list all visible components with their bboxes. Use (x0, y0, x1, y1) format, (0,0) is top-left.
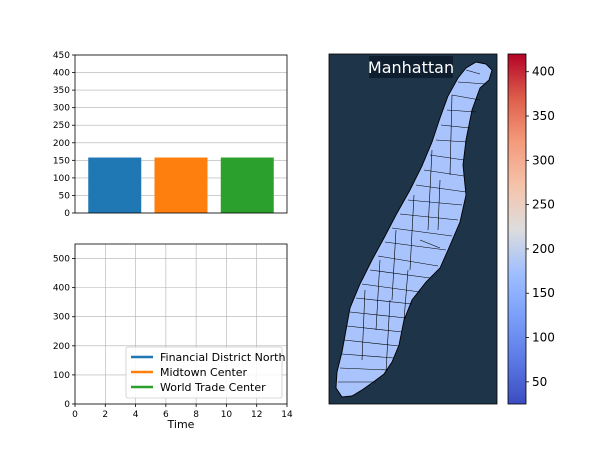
line-x-tick-label: 10 (221, 410, 233, 420)
colorbar-ticks: 50 100 150 200 250 300 350 400 (526, 65, 555, 389)
neighborhood-boundaries (338, 69, 487, 383)
line-x-tick-label: 8 (193, 410, 199, 420)
line-y-tick-label: 500 (53, 255, 70, 265)
colorbar-tick-label: 300 (532, 153, 555, 167)
manhattan-map: Manhattan (328, 53, 498, 405)
bar-y-tick-label: 450 (53, 51, 70, 61)
bar-y-tick-label: 300 (53, 104, 70, 114)
line-y-tick-label: 100 (53, 371, 70, 381)
map-title-background (369, 56, 453, 78)
line-x-tick-label: 14 (281, 410, 293, 420)
colorbar-tick-label: 400 (532, 65, 555, 79)
line-x-tick-label: 0 (72, 410, 78, 420)
line-x-tick-label: 12 (251, 410, 262, 420)
colorbar: 50 100 150 200 250 300 350 400 (507, 53, 555, 405)
line-y-ticks: 0 100 200 300 400 500 (53, 255, 75, 410)
line-x-tick-label: 2 (102, 410, 108, 420)
bar-y-ticks: 0 50 100 150 200 250 300 350 400 450 (53, 51, 75, 219)
line-x-ticks: 0 2 4 6 8 10 12 14 (72, 404, 293, 420)
line-y-tick-label: 300 (53, 313, 70, 323)
line-y-tick-label: 200 (53, 342, 70, 352)
bar-y-tick-label: 400 (53, 69, 70, 79)
bar (154, 157, 208, 213)
legend-box (125, 346, 283, 399)
bar-axes-frame (74, 54, 288, 214)
line-y-tick-label: 0 (64, 400, 70, 410)
line-chart: 0 100 200 300 400 500 0 2 4 6 8 10 12 14 Time Financ… (53, 243, 293, 431)
legend-label: Financial District North (160, 351, 285, 364)
manhattan-island-shape (335, 61, 493, 398)
bar-y-tick-label: 350 (53, 86, 70, 96)
colorbar-tick-label: 150 (532, 286, 555, 300)
bar-y-tick-label: 150 (53, 156, 70, 166)
line-x-tick-label: 4 (133, 410, 139, 420)
line-y-tick-label: 400 (53, 284, 70, 294)
legend-label: Midtown Center (160, 366, 248, 379)
line-axes-frame (74, 243, 288, 405)
bar-y-tick-label: 200 (53, 139, 70, 149)
colorbar-tick-label: 50 (532, 375, 547, 389)
bar-chart: 0 50 100 150 200 250 300 350 400 450 (53, 51, 288, 219)
bar-y-tick-label: 50 (59, 191, 71, 201)
colorbar-tick-label: 200 (532, 242, 555, 256)
bar (220, 157, 274, 213)
bar-marks (88, 157, 274, 213)
colorbar-tick-label: 350 (532, 109, 555, 123)
line-x-tick-label: 6 (163, 410, 169, 420)
map-title: Manhattan (368, 58, 454, 77)
bar (88, 157, 142, 213)
bar-y-tick-label: 0 (64, 209, 70, 219)
colorbar-gradient (507, 53, 527, 405)
legend: Financial District North Midtown Center … (125, 346, 285, 399)
bar-y-tick-label: 250 (53, 121, 70, 131)
line-x-axis-label: Time (167, 418, 195, 431)
bar-y-tick-label: 100 (53, 174, 70, 184)
colorbar-tick-label: 100 (532, 331, 555, 345)
colorbar-tick-label: 250 (532, 198, 555, 212)
legend-label: World Trade Center (160, 381, 266, 394)
